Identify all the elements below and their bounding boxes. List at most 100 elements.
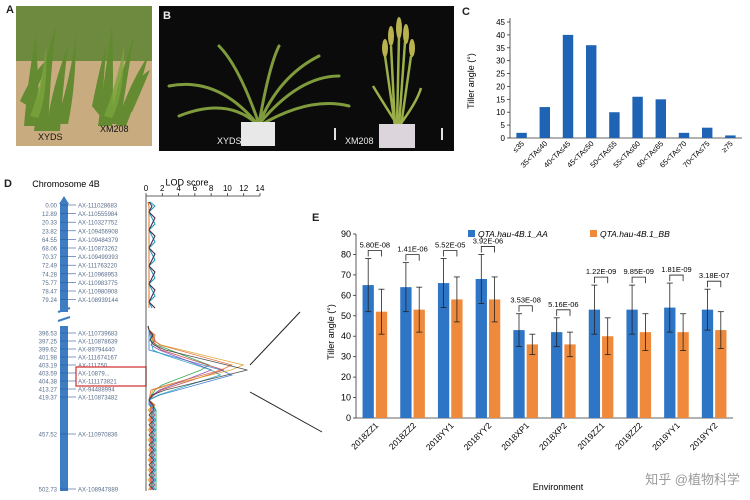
pvalue-bracket: [593, 276, 609, 284]
panel-c-ytick-label: 0: [501, 134, 506, 143]
marker-top-name: AX-110968953: [78, 272, 118, 278]
lod-tick-label: 12: [239, 184, 248, 193]
panel-e-bar: [639, 332, 652, 418]
marker-top-position: 78.47: [42, 290, 58, 296]
panel-e-bar: [488, 299, 501, 418]
panel-e-ytick-label: 10: [341, 393, 351, 403]
marker-bottom-position: 397.25: [39, 340, 58, 346]
panel-e-bar: [626, 309, 638, 418]
marker-top-name: AX-110327752: [78, 221, 118, 227]
panel-e-bar: [664, 307, 676, 418]
legend-label: QTA.hau-4B.1_BB: [600, 229, 670, 239]
panel-e-xlabel: Environment: [533, 482, 584, 492]
legend-swatch: [590, 230, 597, 237]
pvalue-label: 5.52E-05: [435, 241, 465, 250]
panel-e-bar: [677, 332, 689, 418]
panel-c-bar: [609, 112, 620, 138]
marker-bottom-position: 401.98: [39, 356, 58, 362]
pvalue-label: 1.22E-09: [586, 267, 616, 276]
panel-b-label-xyds: XYDS: [217, 136, 242, 146]
panel-e-bar: [715, 330, 727, 418]
panel-e-ytick-label: 20: [341, 372, 351, 382]
panel-e-xtick-label: 2018XP1: [499, 420, 531, 452]
lod-curve: [147, 201, 213, 490]
pvalue-label: 5.16E-06: [548, 300, 578, 309]
lod-tick-label: 10: [223, 184, 232, 193]
chromosome-upper-segment: [60, 204, 68, 312]
panel-e-ytick-label: 60: [341, 290, 351, 300]
panel-e-bar: [588, 309, 601, 418]
panel-e-ytick-label: 40: [341, 331, 351, 341]
marker-bottom-name: AX-110873482: [78, 396, 118, 402]
panel-e-bar: [526, 344, 538, 418]
panel-a-photo: XYDS XM208: [16, 6, 152, 146]
pvalue-label: 3.18E-07: [699, 271, 729, 280]
marker-top-name: AX-110983775: [78, 281, 118, 287]
panel-e-ylabel: Tiller angle (°): [326, 304, 336, 360]
panel-a-label-xm208: XM208: [100, 124, 129, 134]
legend-swatch: [468, 230, 475, 237]
lod-curve: [147, 201, 248, 491]
panel-e-ytick-label: 90: [341, 229, 351, 239]
panel-c-bar: [585, 45, 597, 139]
panel-e-xtick-label: 2019ZZ1: [575, 420, 606, 451]
panel-e-xtick-label: 2019ZZ2: [613, 420, 644, 451]
marker-bottom-position: 413.27: [39, 388, 58, 394]
panel-d-letter: D: [4, 178, 12, 190]
pvalue-label: 1.81E-09: [661, 265, 691, 274]
panel-e-bar: [513, 330, 525, 418]
panel-c-ytick-label: 40: [496, 31, 505, 40]
panel-e-xtick-label: 2019YY1: [650, 420, 682, 452]
marker-bottom-name: AX-111674167: [78, 356, 118, 362]
panel-c-bar: [701, 127, 713, 138]
panel-b-label-xm208: XM208: [345, 136, 374, 146]
marker-bottom-position: 502.73: [39, 488, 58, 494]
lod-tick-label: 2: [160, 184, 165, 193]
panel-e-bar: [413, 309, 425, 418]
marker-top-position: 74.28: [42, 272, 58, 278]
marker-top-name: AX-109484379: [78, 238, 119, 244]
lod-tick-label: 14: [256, 184, 265, 193]
chromosome-lower-segment: [60, 326, 68, 491]
pvalue-bracket: [405, 254, 420, 261]
panel-c-bar: [678, 132, 690, 138]
panel-b-photo: B XYDS XM208: [159, 6, 454, 151]
panel-c-letter: C: [462, 6, 470, 18]
panel-e-bar: [602, 336, 614, 418]
panel-a-label-xyds: XYDS: [38, 132, 63, 142]
panel-d-map: Chromosome 4B LOD score 0.00 AX-111028683…: [32, 177, 265, 494]
marker-bottom-name: AX-110970836: [78, 433, 118, 439]
panel-e-xtick-label: 2018YY2: [462, 420, 494, 452]
lod-tick-label: 4: [176, 184, 181, 193]
marker-top-position: 68.06: [42, 247, 58, 253]
marker-top-name: AX-110555984: [78, 212, 118, 218]
panel-e-xtick-label: 2018ZZ2: [387, 420, 418, 451]
panel-c-bar: [655, 99, 667, 138]
panel-c-ytick-label: 15: [496, 95, 505, 104]
panel-c-ytick-label: 10: [496, 108, 505, 117]
panel-c-ytick-label: 5: [501, 121, 506, 130]
panel-e-xtick-label: 2018ZZ1: [349, 420, 380, 451]
lod-tick-label: 0: [144, 184, 149, 193]
marker-top-name: AX-109499393: [78, 255, 119, 261]
marker-bottom-position: 404.38: [39, 380, 58, 386]
marker-top-position: 75.77: [42, 281, 58, 287]
panel-c-chart: Tiller angle (°) 051015202530354045≤3535…: [466, 18, 742, 170]
panel-e-bar: [437, 283, 450, 418]
marker-bottom-position: 403.19: [39, 364, 58, 370]
panel-e-xtick-label: 2019YY2: [688, 420, 720, 452]
panel-c-bar: [516, 132, 527, 138]
pvalue-bracket: [669, 274, 684, 282]
panel-e-bar: [375, 311, 388, 418]
panel-e-ytick-label: 70: [341, 270, 351, 280]
panel-c-bar: [539, 107, 551, 138]
panel-a-letter: A: [6, 4, 14, 16]
panel-c-xtick-label: ≤35: [511, 139, 526, 154]
panel-e-ytick-label: 50: [341, 311, 351, 321]
pvalue-label: 3.92E-06: [473, 236, 503, 245]
panel-e-bar: [564, 344, 576, 418]
marker-top-name: AX-110980908: [78, 290, 118, 296]
pvalue-label: 9.85E-09: [624, 267, 654, 276]
panel-b-letter: B: [163, 10, 171, 22]
panel-e-ytick-label: 0: [346, 413, 351, 423]
